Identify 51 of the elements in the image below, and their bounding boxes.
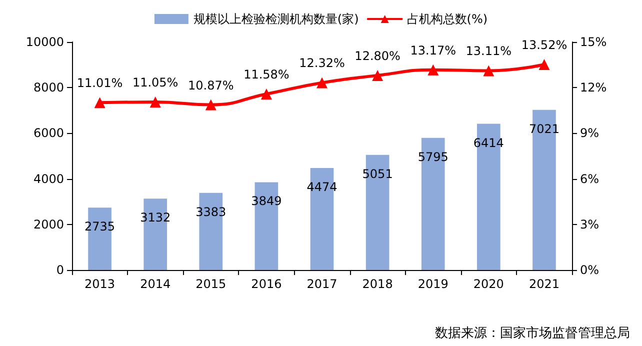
point: [538, 58, 550, 70]
y-tick-label: 8000: [33, 80, 64, 95]
data-label: 3383: [196, 204, 226, 219]
data-label: 11.05%: [132, 76, 178, 90]
point: [94, 97, 106, 108]
x-tick-label: 2021: [528, 277, 560, 291]
y-tick-label: 0: [56, 263, 64, 277]
x-tick-label: 2018: [362, 277, 393, 291]
y2-tick-label: 6%: [580, 172, 600, 186]
x-tick-label: 2013: [84, 277, 116, 291]
data-label: 11.01%: [76, 76, 123, 90]
data-label: 5051: [362, 166, 393, 181]
y-tick-label: 10000: [26, 35, 64, 49]
x-tick-label: 2016: [251, 277, 282, 291]
x-tick-label: 2017: [306, 277, 338, 291]
data-label: 3849: [251, 194, 282, 208]
data-label: 12.80%: [354, 48, 400, 63]
data-label: 6414: [473, 136, 504, 150]
data-label: 12.32%: [299, 56, 345, 70]
point: [428, 64, 439, 76]
data-label: 3132: [140, 210, 171, 225]
y-tick-label: 6000: [33, 126, 64, 140]
point: [205, 99, 216, 110]
point: [316, 77, 328, 88]
y2-tick-label: 15%: [580, 35, 607, 49]
x-tick-label: 2015: [196, 277, 226, 291]
y2-tick-label: 3%: [580, 217, 600, 232]
data-label: 10.87%: [188, 78, 234, 92]
data-label: 13.52%: [521, 38, 568, 52]
data-label: 4474: [306, 180, 338, 194]
data-label: 7021: [528, 122, 560, 136]
y-tick-label: 4000: [33, 172, 64, 186]
y2-tick-label: 12%: [580, 80, 607, 95]
data-label: 5795: [418, 150, 448, 164]
source-note: 数据来源：国家市场监督管理总局: [435, 325, 630, 341]
point: [372, 70, 384, 81]
x-tick-label: 2019: [418, 277, 448, 291]
data-label: 13.11%: [466, 44, 512, 58]
data-label: 13.17%: [410, 43, 456, 58]
x-tick-label: 2014: [140, 277, 171, 291]
point: [483, 65, 494, 76]
point: [150, 96, 161, 108]
y2-tick-label: 9%: [580, 126, 600, 140]
point: [260, 88, 272, 100]
y2-tick-label: 0%: [580, 263, 600, 277]
y-tick-label: 2000: [33, 217, 64, 232]
data-label: 2735: [84, 220, 116, 234]
legend-label: 规模以上检验检测机构数量(家): [193, 12, 359, 26]
legend-label: 占机构总数(%): [406, 12, 488, 26]
x-tick-label: 2020: [473, 277, 504, 291]
data-label: 11.58%: [244, 67, 290, 82]
